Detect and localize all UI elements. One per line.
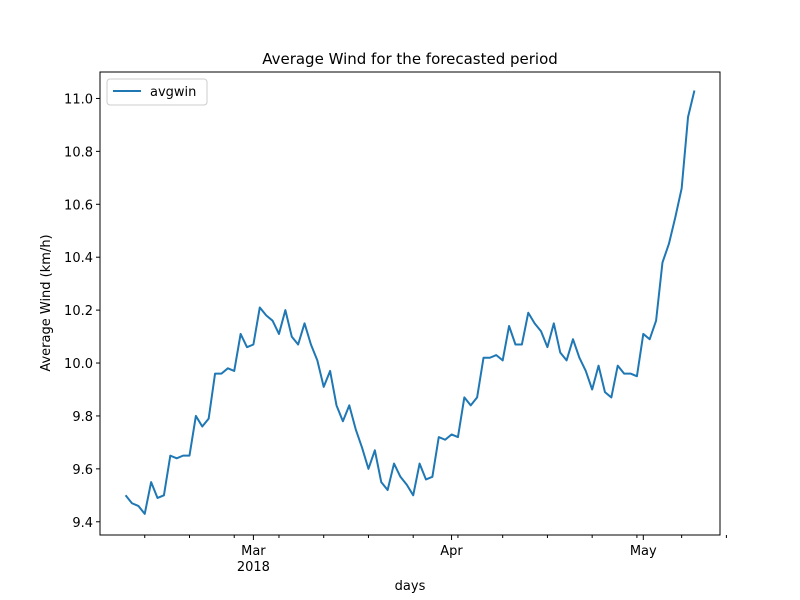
x-tick-label: Mar	[241, 544, 266, 559]
y-tick-label: 10.4	[64, 251, 93, 266]
x-tick-sublabel: 2018	[237, 560, 270, 575]
y-tick-label: 10.0	[64, 357, 93, 372]
chart-title: Average Wind for the forecasted period	[262, 50, 558, 68]
series-layer	[124, 90, 696, 515]
y-tick-label: 10.6	[64, 198, 93, 213]
x-tick-label: May	[630, 544, 657, 559]
y-tick-label: 10.2	[64, 304, 93, 319]
legend: avgwin	[106, 78, 208, 106]
series-line-avgwin	[124, 90, 696, 515]
x-tick-label: Apr	[440, 544, 463, 559]
y-axis: 9.4 9.6 9.8 10.0 10.2 10.4 10.6 10.8 11.0	[64, 92, 100, 531]
legend-label: avgwin	[150, 85, 196, 100]
y-tick-label: 11.0	[64, 92, 93, 107]
legend-frame	[106, 78, 208, 106]
y-tick-label: 9.8	[72, 410, 93, 425]
x-axis-title: days	[395, 579, 426, 594]
y-tick-label: 10.8	[64, 145, 93, 160]
y-axis-title: Average Wind (km/h)	[39, 234, 54, 371]
y-tick-label: 9.4	[72, 516, 93, 531]
plot-area	[99, 71, 721, 536]
y-tick-label: 9.6	[72, 463, 93, 478]
